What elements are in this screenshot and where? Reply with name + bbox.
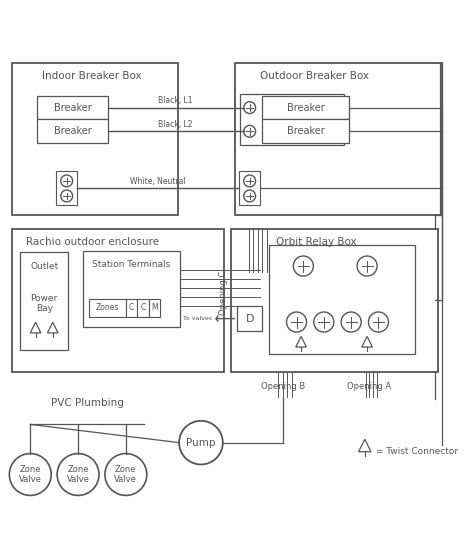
Text: Outlet: Outlet [30,262,58,272]
Text: C: C [129,304,134,312]
Text: Zone
Valve: Zone Valve [19,465,42,484]
Text: Opening B: Opening B [261,382,305,391]
Text: Breaker: Breaker [54,126,91,136]
Text: To valves: To valves [183,316,212,321]
Text: Pump: Pump [186,437,216,447]
FancyBboxPatch shape [126,299,137,316]
Text: PVC Plumbing: PVC Plumbing [51,398,124,408]
Text: Zone
Valve: Zone Valve [67,465,90,484]
FancyBboxPatch shape [235,62,442,215]
Text: Breaker: Breaker [287,126,325,136]
FancyBboxPatch shape [37,96,108,119]
FancyBboxPatch shape [230,229,438,372]
Text: Breaker: Breaker [287,103,325,113]
Text: Opening A: Opening A [347,382,392,391]
Text: Power
Bay: Power Bay [30,294,58,313]
Text: Zones: Zones [96,304,119,312]
FancyBboxPatch shape [90,299,126,316]
FancyBboxPatch shape [12,62,178,215]
FancyBboxPatch shape [149,299,160,316]
Text: Opening C: Opening C [219,271,228,315]
FancyBboxPatch shape [82,252,181,327]
Text: Black, L2: Black, L2 [158,120,193,129]
FancyBboxPatch shape [239,171,260,206]
Text: White, Neutral: White, Neutral [130,177,186,186]
Text: Orbit Relay Box: Orbit Relay Box [276,237,357,247]
Text: M: M [151,304,158,312]
FancyBboxPatch shape [56,171,77,206]
Text: Zone
Valve: Zone Valve [114,465,137,484]
FancyBboxPatch shape [240,95,344,144]
FancyBboxPatch shape [137,299,149,316]
Text: Rachio outdoor enclosure: Rachio outdoor enclosure [26,237,159,247]
Text: C: C [140,304,146,312]
Text: D: D [246,314,254,324]
Text: Indoor Breaker Box: Indoor Breaker Box [42,71,142,81]
Text: Breaker: Breaker [54,103,91,113]
FancyBboxPatch shape [20,252,68,350]
Text: Outdoor Breaker Box: Outdoor Breaker Box [260,71,369,81]
FancyBboxPatch shape [263,96,349,119]
FancyBboxPatch shape [12,229,224,372]
Text: Black, L1: Black, L1 [158,96,193,105]
FancyBboxPatch shape [269,244,415,354]
Text: = Twist Connector: = Twist Connector [376,447,458,456]
FancyBboxPatch shape [37,119,108,143]
FancyBboxPatch shape [263,119,349,143]
Text: Station Terminals: Station Terminals [92,260,171,269]
FancyBboxPatch shape [237,306,263,331]
